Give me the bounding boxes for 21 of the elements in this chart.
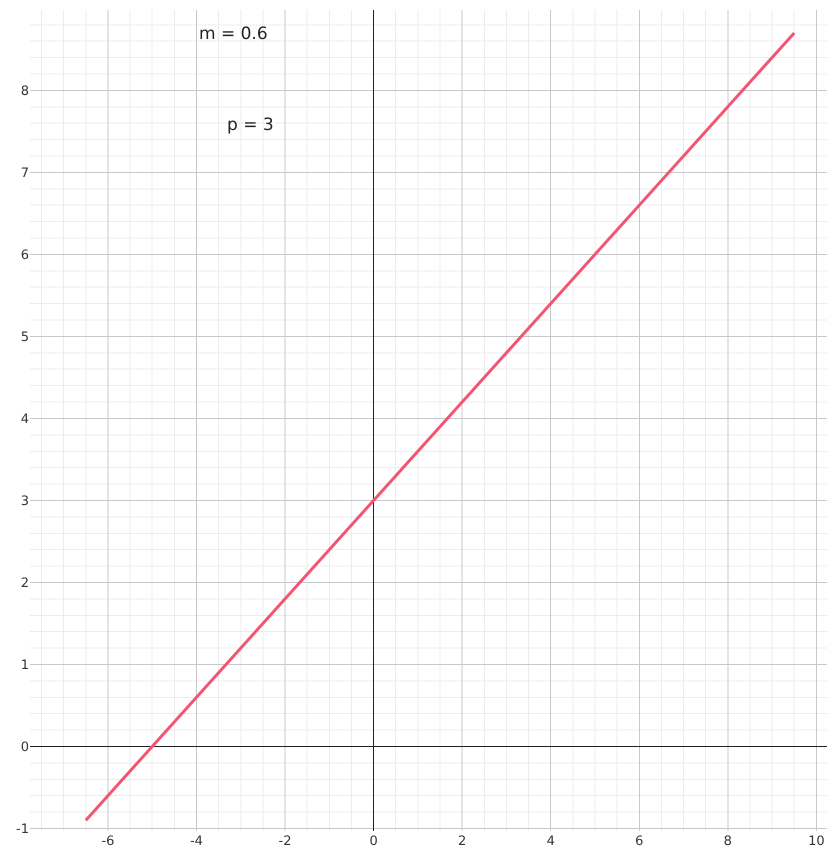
x-tick-label: -6 [101, 834, 114, 849]
y-tick-label: 2 [20, 576, 29, 592]
y-tick-label: 1 [20, 658, 29, 674]
x-tick-label: 2 [458, 834, 466, 849]
x-tick-label: -4 [190, 834, 203, 849]
x-tick-label: 10 [808, 834, 825, 849]
y-tick-label: 6 [20, 248, 29, 263]
y-tick-label: 4 [20, 412, 29, 427]
x-tick-label: 6 [635, 834, 644, 849]
y-tick-label: 8 [20, 84, 29, 99]
x-tick-label: 0 [369, 834, 378, 849]
y-tick-label: 3 [20, 494, 29, 510]
y-tick-label: 0 [20, 740, 29, 756]
annotation: p = 3 [227, 115, 274, 135]
y-tick-label: -1 [16, 822, 29, 838]
x-tick-label: 4 [546, 834, 555, 849]
x-tick-label: 8 [724, 834, 732, 849]
y-tick-label: 5 [20, 330, 29, 345]
annotation: m = 0.6 [199, 24, 268, 44]
x-tick-label: -2 [278, 834, 292, 849]
y-tick-label: 7 [20, 166, 29, 181]
